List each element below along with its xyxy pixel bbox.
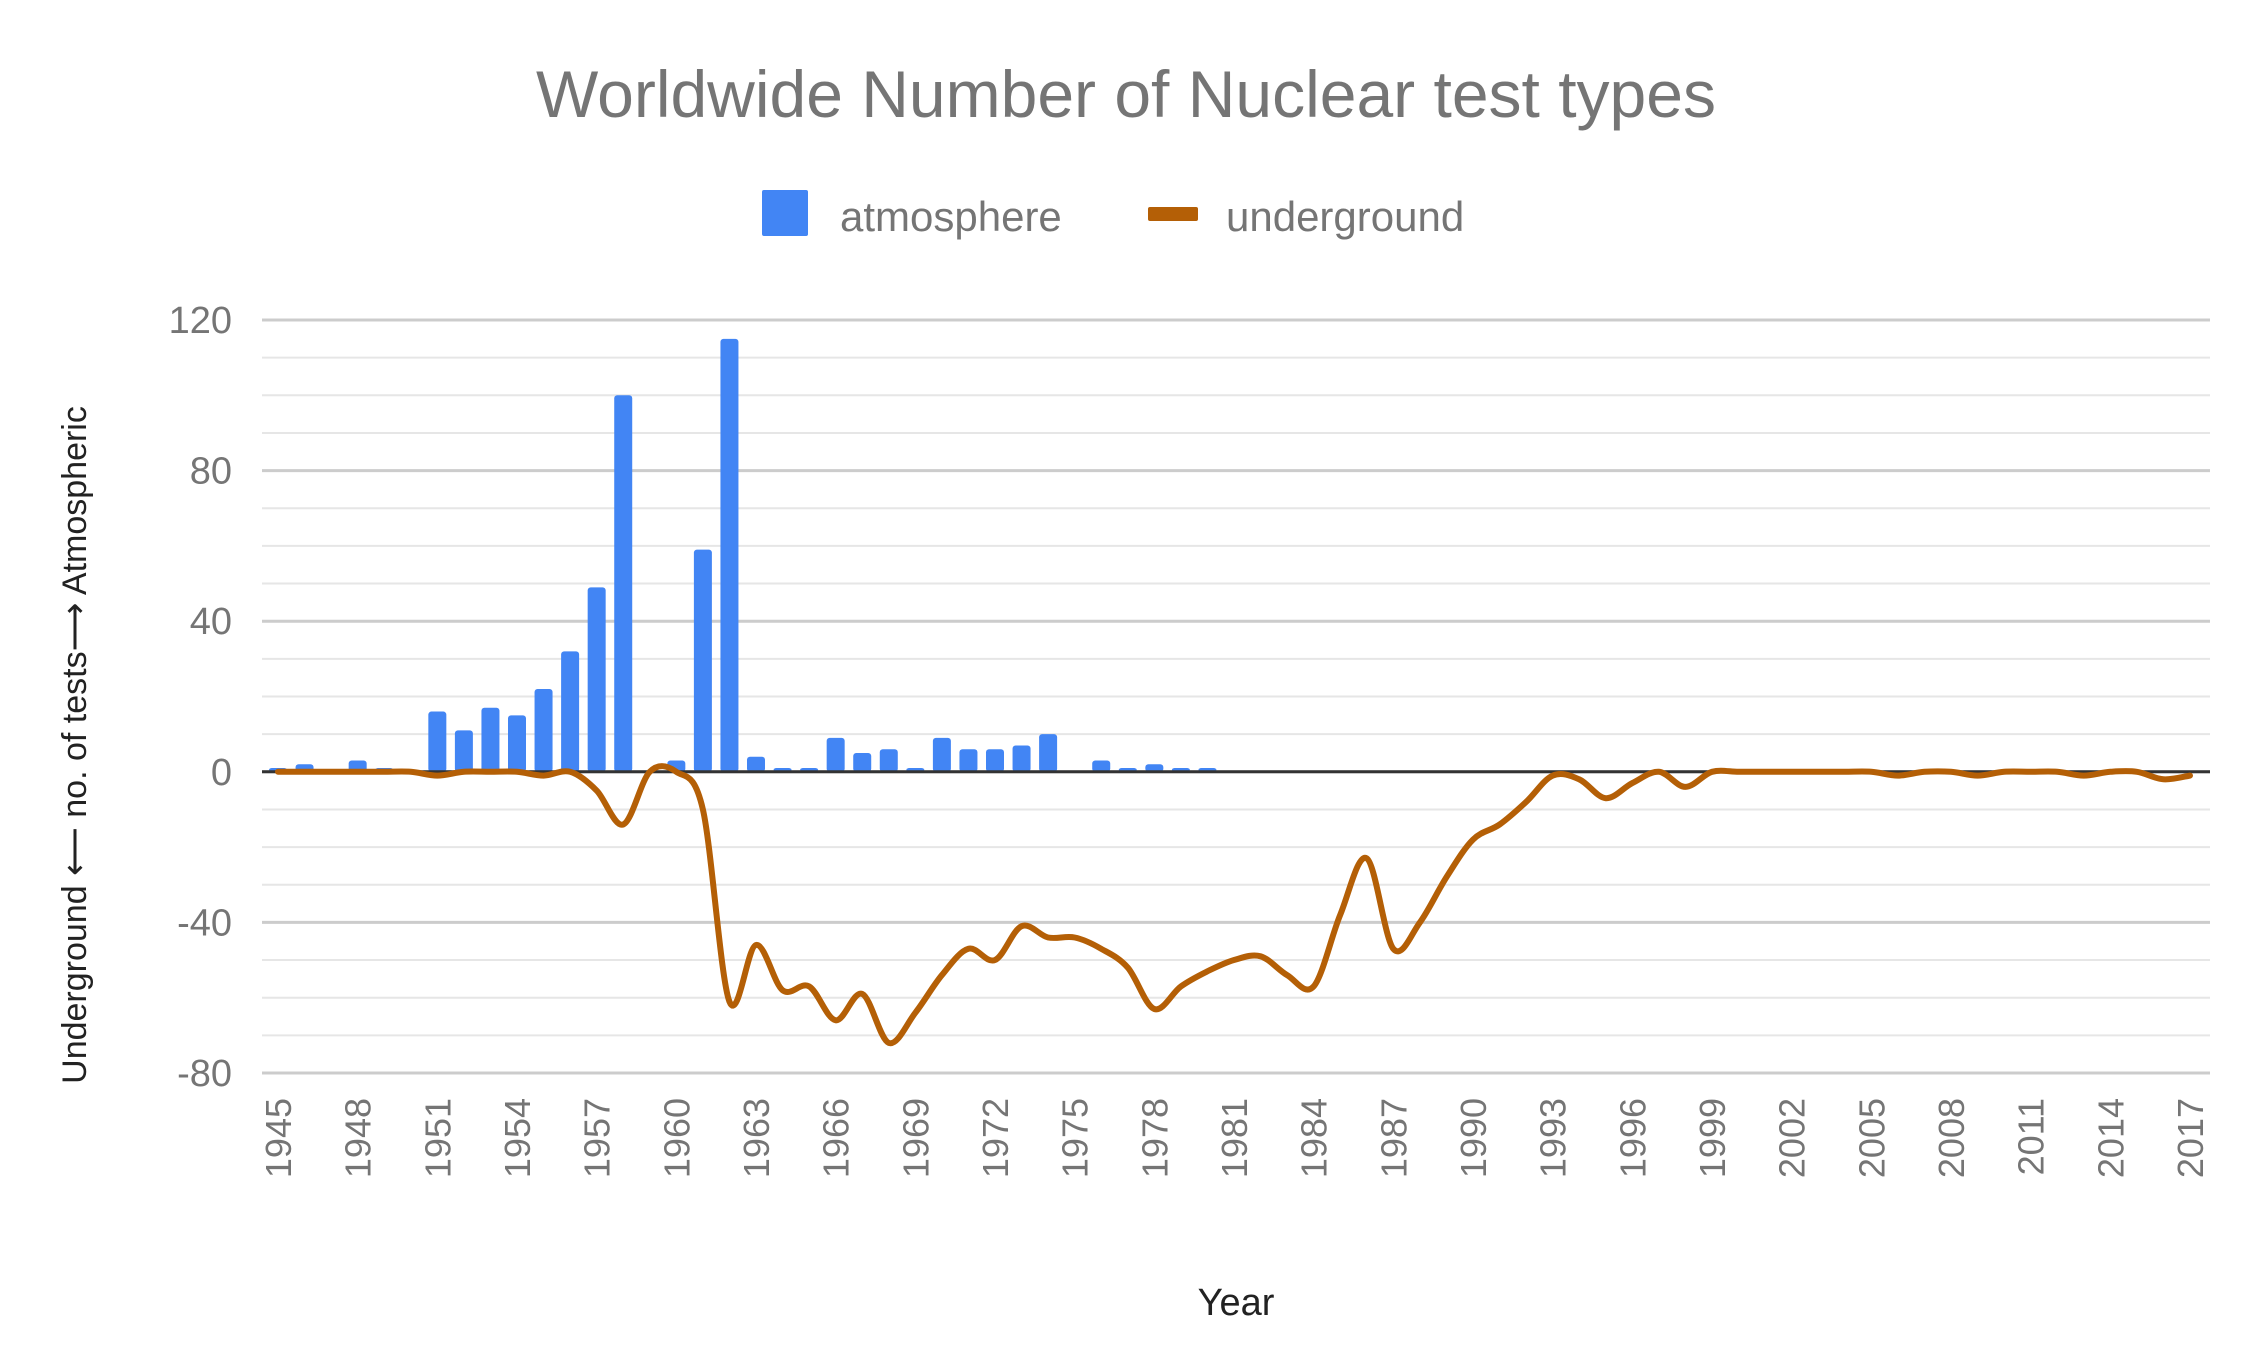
bar-atmosphere — [826, 737, 845, 772]
bar-atmosphere — [879, 749, 898, 772]
x-tick-label: 1981 — [1214, 1098, 1255, 1178]
atmosphere-bars — [269, 338, 1217, 772]
bar-atmosphere — [853, 752, 872, 772]
bar-atmosphere — [534, 688, 553, 772]
y-tick-label: 120 — [169, 300, 232, 342]
x-tick-label: 1951 — [417, 1098, 458, 1178]
x-tick-label: 1990 — [1453, 1098, 1494, 1178]
bar-atmosphere — [587, 587, 606, 772]
x-tick-label: 1963 — [736, 1098, 777, 1178]
y-axis-label: Underground ⟵ no. of tests⟶ Atmospheric — [56, 406, 94, 1084]
legend-underground-swatch — [1148, 207, 1198, 221]
x-tick-label: 1999 — [1692, 1098, 1733, 1178]
bar-atmosphere — [1092, 760, 1111, 772]
legend: atmosphere underground — [762, 190, 1464, 240]
bar-atmosphere — [986, 749, 1004, 772]
underground-line — [275, 763, 2193, 1046]
x-tick-label: 1969 — [895, 1098, 936, 1178]
bar-atmosphere — [747, 756, 765, 772]
x-tick-label: 2008 — [1931, 1098, 1972, 1178]
x-axis-label: Year — [1198, 1282, 1275, 1324]
x-tick-label: 2017 — [2170, 1098, 2211, 1178]
y-tick-label: 40 — [190, 601, 232, 643]
bar-atmosphere — [932, 737, 951, 772]
y-tick-label: -40 — [177, 902, 232, 944]
x-tick-label: 1996 — [1612, 1098, 1653, 1178]
bar-atmosphere — [720, 338, 739, 772]
bar-atmosphere — [959, 749, 978, 772]
bar-atmosphere — [614, 395, 633, 772]
x-tick-label: 2011 — [2011, 1098, 2052, 1175]
bar-atmosphere — [1039, 734, 1058, 772]
y-tick-label: 0 — [211, 752, 232, 794]
x-tick-label: 2014 — [2090, 1098, 2131, 1178]
x-tick-label: 2002 — [1772, 1098, 1813, 1178]
x-tick-label: 1987 — [1373, 1098, 1414, 1178]
bar-atmosphere — [1012, 745, 1031, 772]
legend-atmosphere-swatch — [762, 190, 808, 236]
bar-atmosphere — [428, 711, 447, 772]
y-axis-ticks: 120 80 40 0 -40 -80 — [169, 300, 232, 1095]
bar-atmosphere — [561, 651, 580, 772]
gridlines — [262, 318, 2210, 1075]
x-tick-label: 1948 — [338, 1098, 379, 1178]
y-tick-label: -80 — [177, 1053, 232, 1095]
x-tick-label: 1957 — [577, 1098, 618, 1178]
x-axis-ticks: 1945 1948 1951 1954 1957 1960 1963 1966 1969 1972… — [258, 1098, 2211, 1178]
bar-atmosphere — [1145, 764, 1164, 772]
x-tick-label: 2005 — [1851, 1098, 1892, 1178]
x-tick-label: 1993 — [1533, 1098, 1574, 1178]
x-tick-label: 1960 — [656, 1098, 697, 1178]
y-tick-label: 80 — [190, 451, 232, 493]
x-tick-label: 1966 — [816, 1098, 857, 1178]
legend-atmosphere-label: atmosphere — [840, 193, 1062, 240]
x-tick-label: 1975 — [1055, 1098, 1096, 1178]
x-tick-label: 1984 — [1294, 1098, 1335, 1178]
x-tick-label: 1972 — [975, 1098, 1016, 1178]
x-tick-label: 1978 — [1134, 1098, 1175, 1178]
x-tick-label: 1954 — [497, 1098, 538, 1178]
bar-atmosphere — [508, 715, 526, 772]
legend-underground-label: underground — [1226, 193, 1464, 240]
bar-atmosphere — [454, 730, 473, 772]
chart-title: Worldwide Number of Nuclear test types — [536, 57, 1716, 131]
x-tick-label: 1945 — [258, 1098, 299, 1178]
bar-atmosphere — [481, 707, 500, 772]
bar-atmosphere — [693, 549, 712, 772]
